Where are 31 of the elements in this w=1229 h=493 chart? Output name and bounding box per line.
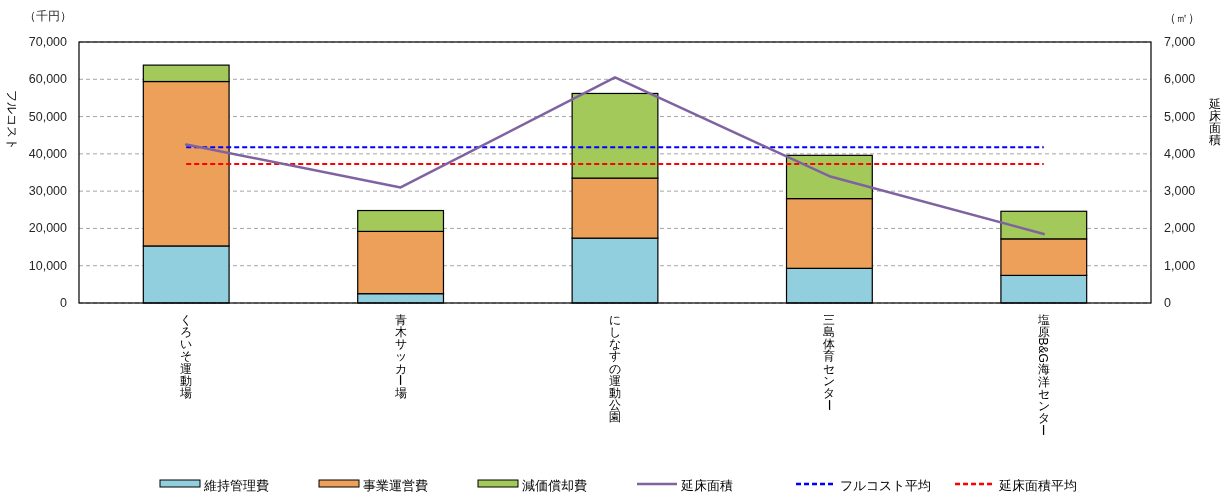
legend-label: 維持管理費 xyxy=(203,477,269,493)
y-tick-label: 50,000 xyxy=(28,109,68,124)
y2-tick-label: 2,000 xyxy=(1164,221,1196,236)
y2-axis-title: 延床面積 xyxy=(1208,96,1221,148)
y2-tick-label: 4,000 xyxy=(1164,146,1196,161)
y2-tick-label: 1,000 xyxy=(1164,258,1196,273)
text: （㎡） xyxy=(1164,12,1200,25)
x-tick-label: 三島体育センター xyxy=(822,312,837,411)
y2-tick-label: 5,000 xyxy=(1164,109,1196,124)
y-tick-label: 10,000 xyxy=(28,258,68,273)
y-tick-label: 0 xyxy=(60,296,68,310)
y-axis-title: フルコスト xyxy=(5,90,19,150)
y-tick-label: 20,000 xyxy=(28,221,68,236)
legend-label: 延床面積平均 xyxy=(998,477,1077,493)
y-tick-label: 30,000 xyxy=(28,184,68,199)
y-tick-label: 60,000 xyxy=(28,72,68,87)
y2-tick-label: 7,000 xyxy=(1164,35,1196,49)
legend-label: 延床面積 xyxy=(680,477,733,493)
legend-label: 事業運営費 xyxy=(363,477,428,493)
x-tick-label: くろいそ運動場 xyxy=(179,312,193,400)
x-tick-label: 青木サッカー場 xyxy=(393,312,408,400)
y-tick-label: 40,000 xyxy=(28,146,68,161)
legend-label: 減価償却費 xyxy=(522,477,587,493)
line-series xyxy=(184,76,1046,236)
y-tick-label: 70,000 xyxy=(28,35,68,49)
x-tick-label: にしなすの運動公園 xyxy=(609,312,621,425)
text: （千円） xyxy=(24,9,72,23)
legend-label: フルコスト平均 xyxy=(840,477,931,493)
y2-tick-label: 3,000 xyxy=(1164,184,1196,199)
y2-tick-label: 6,000 xyxy=(1164,72,1196,87)
y2-tick-label: 0 xyxy=(1164,296,1171,310)
